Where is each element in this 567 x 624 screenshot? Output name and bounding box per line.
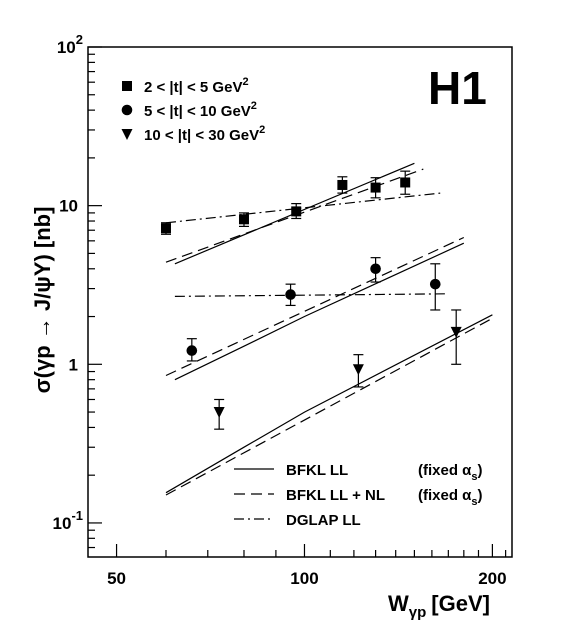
y-tick-label: 10 (59, 197, 78, 216)
data-points (160, 170, 462, 430)
x-axis-label-main: W (388, 591, 409, 616)
data-point-square (160, 223, 171, 234)
curve-dashdot-5-10 (174, 293, 449, 297)
legend-note-sub: s (471, 471, 477, 483)
legend-marker-circle (121, 104, 133, 116)
legend-note-close: ) (478, 487, 483, 504)
x-axis-label: Wγp [GeV] (388, 591, 490, 621)
data-point-square (238, 214, 249, 225)
legend-label-text: 5 < |t| < 10 GeV (144, 103, 251, 120)
data-point-triangle-down (352, 364, 364, 376)
legend-marker-triangle-down (121, 129, 133, 140)
legend-label-sup: 2 (259, 124, 265, 136)
legend-line-note: (fixed αs) (418, 462, 483, 483)
theory-curves (165, 162, 493, 496)
legend-line-note: (fixed αs) (418, 487, 483, 508)
x-tick-label: 200 (478, 569, 506, 588)
legend-label: 2 < |t| < 5 GeV2 (144, 76, 249, 96)
x-tick-label: 50 (107, 569, 126, 588)
data-point-square (291, 206, 302, 217)
legend-label-sup: 2 (242, 76, 248, 88)
legend-note-text: (fixed α (418, 487, 472, 504)
data-point-circle (285, 289, 296, 300)
data-point-square (370, 182, 381, 193)
svg-text:Wγp[GeV]: Wγp [GeV] (388, 591, 490, 621)
y-tick-exponent: 2 (76, 32, 83, 47)
legend-label: 10 < |t| < 30 GeV2 (144, 124, 265, 144)
y-tick-exponent: -1 (71, 508, 83, 523)
data-point-triangle-down (450, 326, 462, 338)
legend-line-label: BFKL LL (286, 462, 348, 479)
y-axis-label: σ(γp → J/ψY) [nb] (30, 207, 55, 394)
legend-note-close: ) (478, 462, 483, 479)
curve-dashed-10-30 (165, 317, 493, 496)
data-point-circle (429, 278, 441, 290)
curve-dashdot-2-5 (165, 192, 441, 224)
line-legend: BFKL LL (fixed αs)BFKL LL + NL (fixed αs)D… (234, 462, 483, 529)
legend-note-text: (fixed α (418, 462, 472, 479)
data-point-circle (370, 263, 381, 275)
data-point-square (337, 179, 348, 190)
data-point-triangle-down (213, 407, 225, 419)
experiment-label: H1 (428, 62, 487, 114)
legend-line-label: BFKL LL + NL (286, 487, 385, 504)
y-tick-label: 1 (69, 355, 78, 374)
y-tick-label: 102 (57, 32, 83, 57)
legend-marker-square (122, 81, 132, 91)
curve-solid-5-10 (174, 242, 465, 381)
x-ticks: 50 100 200 (107, 544, 507, 588)
y-tick-base: 10 (53, 514, 72, 533)
y-tick-base: 10 (57, 38, 76, 57)
x-axis-label-unit: [GeV] (431, 591, 490, 616)
x-axis-label-sub: γp (409, 604, 427, 621)
data-point-square (400, 177, 411, 188)
curve-dashed-5-10 (165, 236, 465, 377)
curve-solid-10-30 (165, 314, 493, 494)
legend-label-text: 10 < |t| < 30 GeV (144, 127, 259, 144)
legend-line-label: DGLAP LL (286, 512, 361, 529)
data-point-circle (186, 345, 198, 356)
legend-note-sub: s (471, 496, 477, 508)
x-tick-label: 100 (290, 569, 318, 588)
legend-label-sup: 2 (251, 100, 257, 112)
y-tick-label: 10-1 (53, 508, 83, 533)
legend-label: 5 < |t| < 10 GeV2 (144, 100, 257, 120)
plot-frame (87, 46, 513, 558)
legend-label-text: 2 < |t| < 5 GeV (144, 79, 242, 96)
